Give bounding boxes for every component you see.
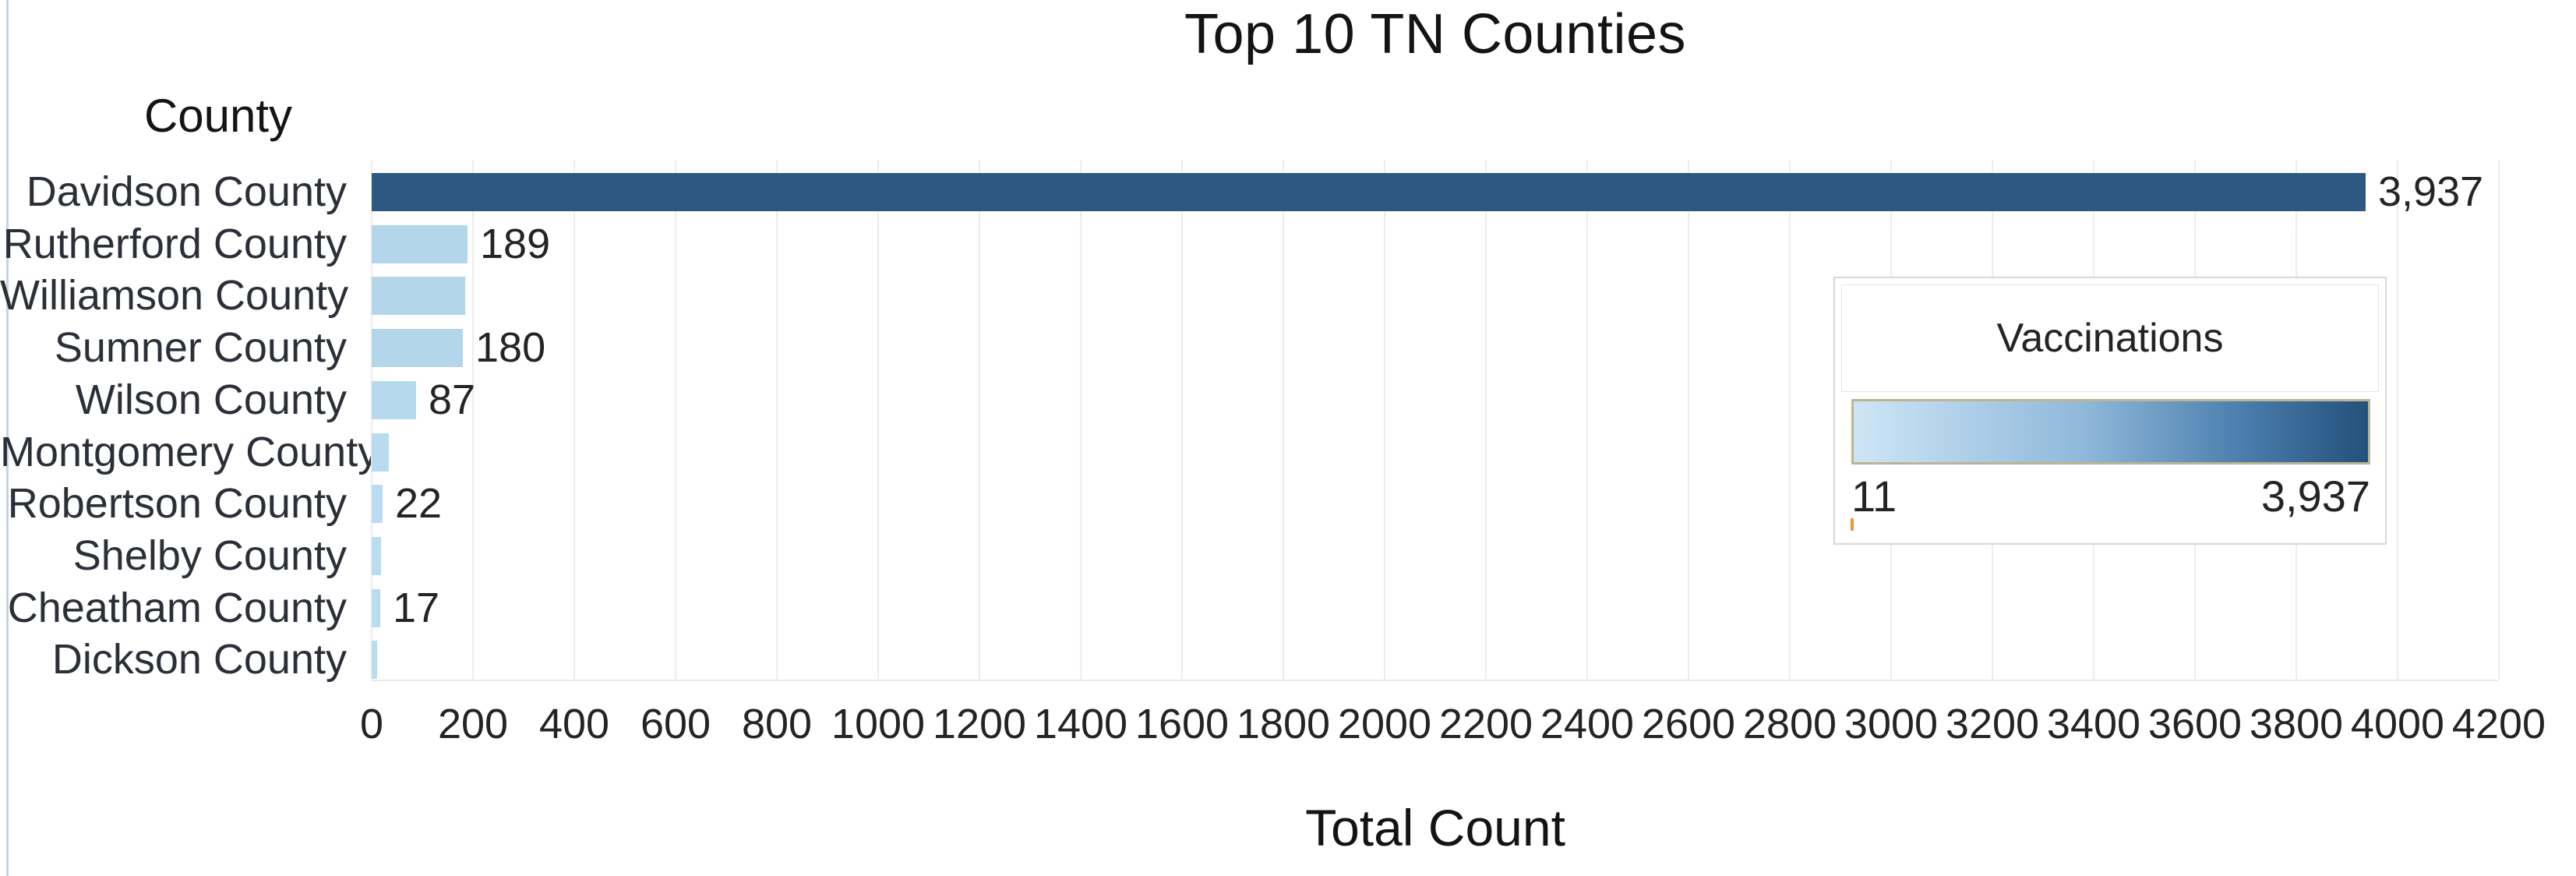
legend-labels: 11 3,937 [1851,473,2370,520]
x-tick-label: 2800 [1742,701,1837,747]
legend: Vaccinations 11 3,937 [1833,277,2387,545]
bar-value-label: 17 [393,585,440,631]
legend-title: Vaccinations [1996,316,2224,361]
category-label: Cheatham County [7,585,347,631]
x-tick-label: 3000 [1844,701,1939,747]
gridline [776,160,778,680]
x-tick-label: 600 [640,701,711,747]
gridline [675,160,676,680]
chart-title: Top 10 TN Counties [1184,3,1687,65]
x-tick-label: 400 [538,701,610,747]
category-label: Montgomery County [0,429,379,475]
y-axis-category-labels: Davidson County Rutherford County Williams… [0,160,379,683]
x-tick-label: 1600 [1134,701,1230,747]
gridline [979,160,980,680]
gridline [1586,160,1588,680]
bar-robertson-county[interactable] [372,485,383,523]
x-tick-label: 1400 [1033,701,1128,747]
gridline [472,160,474,680]
window-edge-line [6,0,9,876]
bar-cheatham-county[interactable] [372,589,380,627]
bar-wilson-county[interactable] [372,381,416,419]
category-label: Williamson County [0,272,349,319]
plot-area: 3,937 189 180 87 22 17 [371,160,2500,681]
x-tick-label: 2000 [1337,701,1432,747]
x-tick-label: 3400 [2046,701,2141,747]
x-tick-label: 2200 [1438,701,1533,747]
x-tick-label: 3200 [1945,701,2040,747]
bar-williamson-county[interactable] [372,277,465,315]
gridline [1080,160,1082,680]
legend-min-label: 11 [1851,472,1897,521]
gridline [1688,160,1689,680]
bar-sumner-county[interactable] [372,329,463,367]
x-axis-title: Total Count [1305,799,1565,857]
gridline [573,160,575,680]
gridline [2397,160,2398,680]
x-tick-label: 3800 [2249,701,2344,747]
y-axis-title: County [143,90,293,142]
x-tick-label: 3600 [2147,701,2243,747]
category-label: Davidson County [26,168,347,215]
legend-color-gradient [1851,399,2370,464]
x-tick-label: 1800 [1236,701,1331,747]
x-tick-label: 4200 [2451,701,2546,747]
bar-dickson-county[interactable] [372,641,377,679]
category-label: Wilson County [75,376,347,423]
bar-value-label: 22 [395,480,443,527]
x-tick-label: 2600 [1641,701,1736,747]
x-tick-label: 2400 [1540,701,1635,747]
category-label: Dickson County [51,636,347,683]
bar-value-label: 180 [475,324,546,371]
x-tick-label: 1200 [932,701,1027,747]
bar-rutherford-county[interactable] [372,225,468,263]
legend-min-tick-mark [1851,518,1854,531]
gridline [2498,160,2500,680]
category-label: Sumner County [54,324,347,371]
x-tick-label: 1000 [831,701,926,747]
x-tick-label: 800 [741,701,813,747]
bar-davidson-county[interactable] [372,173,2366,211]
bar-value-label: 3,937 [2378,168,2484,215]
gridline [1283,160,1284,680]
gridline [1384,160,1385,680]
category-label: Rutherford County [2,221,347,267]
bar-value-label: 189 [480,221,551,267]
gridline [1485,160,1487,680]
legend-title-box: Vaccinations [1841,284,2379,392]
bar-montgomery-county[interactable] [372,433,389,472]
gridline [371,160,372,680]
category-label: Robertson County [7,480,347,527]
x-axis-tick-labels: 0 200 400 600 800 1000 1200 1400 1600 1800 2000 220… [360,700,2546,754]
legend-max-label: 3,937 [2260,472,2370,521]
x-tick-label: 0 [359,701,384,747]
gridline [1789,160,1791,680]
x-tick-label: 4000 [2350,701,2445,747]
bar-shelby-county[interactable] [372,537,381,575]
gridline [1181,160,1183,680]
category-label: Shelby County [72,532,347,579]
bar-value-label: 87 [429,376,476,423]
x-tick-label: 200 [437,701,509,747]
gridline [877,160,879,680]
